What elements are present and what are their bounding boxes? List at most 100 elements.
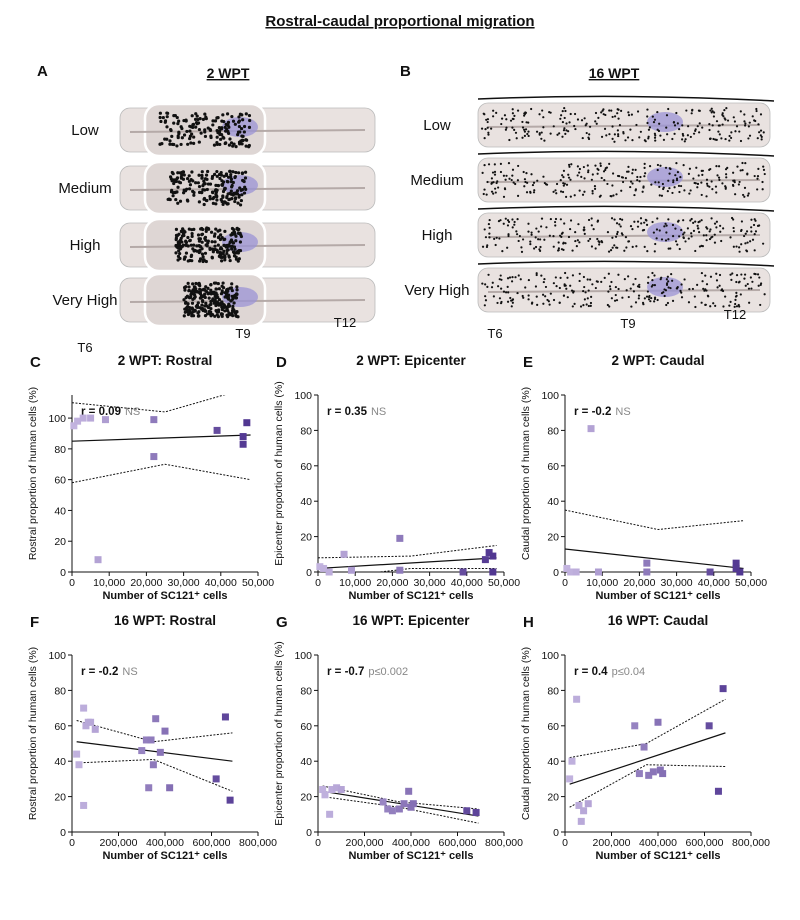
cell-dot [743,120,746,123]
cell-dot [735,291,738,294]
data-point [142,736,150,744]
cell-dot [554,217,558,221]
cell-dot [214,202,218,206]
cell-dot [197,127,202,132]
cell-dot [215,128,219,133]
cell-dot [569,195,572,198]
cell-dot [206,126,210,130]
cell-dot [213,299,217,303]
cell-dot [204,173,209,177]
cell-dot [527,278,530,282]
cell-dot [637,297,640,300]
cell-dot [184,285,188,289]
cell-dot [204,115,208,119]
y-axis-label: Epicenter proportion of human cells (%) [273,381,285,565]
cell-dot [627,114,631,117]
cell-dot [597,168,600,172]
cell-dot [189,290,194,294]
cell-dot [714,185,718,188]
cell-dot [581,136,584,140]
cell-dot [492,181,495,184]
cell-dot [506,246,509,249]
cell-dot [203,235,208,239]
x-tick-label: 50,000 [488,577,520,589]
cell-dot [197,173,201,177]
cell-dot [603,276,606,279]
y-tick-label: 100 [541,650,559,662]
x-axis-label: Number of SC121⁺ cells [102,850,227,862]
cell-dot [744,122,747,125]
cell-dot [198,287,202,291]
cell-dot [234,255,238,259]
cell-dot [671,235,675,238]
cell-dot [176,134,180,138]
cell-dot [694,249,697,253]
cell-dot [709,228,712,231]
row-label: Medium [58,180,111,197]
row-label: Low [71,122,99,139]
cell-dot [587,239,590,242]
cell-dot [710,217,713,220]
cell-dot [504,217,507,220]
cell-dot [211,201,215,205]
cell-dot [583,117,586,120]
cell-dot [620,232,623,235]
cell-dot [235,310,239,314]
cell-dot [734,302,737,306]
stat-sig: NS [125,406,140,418]
cell-dot [587,304,590,308]
cell-dot [217,172,222,177]
cell-dot [733,181,736,184]
cell-dot [605,166,609,169]
cell-dot [662,138,666,141]
fit-line [76,741,233,762]
data-point [91,725,99,733]
cell-dot [753,272,756,275]
cell-dot [575,245,578,248]
y-tick-label: 80 [300,425,312,437]
cell-dot [219,137,223,141]
data-point [70,422,78,430]
cell-dot [732,226,735,230]
cell-dot [696,125,699,128]
cell-dot [563,222,566,225]
cell-dot [493,237,496,240]
cell-dot [488,218,491,222]
cell-dot [171,194,175,198]
cell-dot [495,111,498,114]
cell-dot [483,304,486,307]
panel-letter: E [523,354,533,371]
cell-dot [724,137,727,141]
data-point [489,552,497,560]
cell-dot [743,273,747,276]
cell-dot [178,252,182,256]
cell-dot [197,140,201,144]
panel-letter: B [400,63,411,80]
cell-dot [197,282,202,286]
cell-dot [180,126,184,131]
cell-dot [222,249,226,253]
cell-dot [664,166,668,169]
cell-dot [652,231,655,234]
cell-dot [200,176,204,180]
cell-dot [176,121,180,126]
cell-dot [591,173,594,176]
cell-dot [627,240,631,243]
cell-dot [225,112,230,116]
cell-dot [505,291,508,294]
cell-dot [188,134,193,138]
cell-dot [511,168,515,171]
cell-dot [527,130,530,133]
cell-dot [503,114,507,117]
cell-dot [186,310,190,314]
chart-title: 16 WPT: Rostral [114,613,216,628]
cell-dot [179,175,183,179]
data-point [645,771,653,779]
cell-dot [500,122,503,126]
cell-dot [228,240,232,244]
x-tick-label: 0 [315,837,321,849]
cell-dot [511,126,514,129]
cell-dot [206,286,210,290]
cell-dot [488,226,491,229]
cell-dot [514,131,518,134]
